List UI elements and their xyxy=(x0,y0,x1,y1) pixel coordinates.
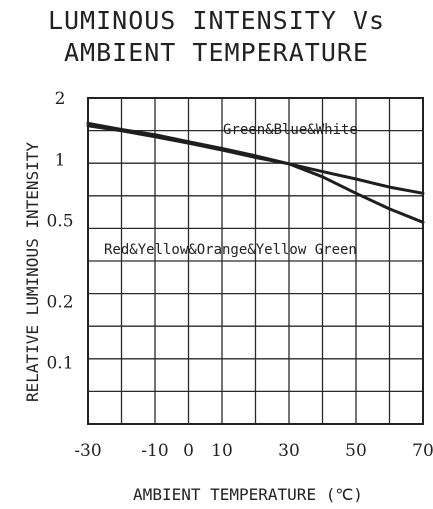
x-tick-label: -30 xyxy=(74,441,101,461)
x-tick-label: 50 xyxy=(345,441,367,461)
y-tick-label: 1 xyxy=(55,150,66,170)
series-layer xyxy=(86,121,425,224)
annotation-green-blue-white: Green&Blue&White xyxy=(223,122,358,138)
x-tick-label: 10 xyxy=(211,441,233,461)
y-tick-labels: 2 1 0.5 0.2 0.1 xyxy=(46,89,73,374)
series-line-1 xyxy=(86,121,425,195)
y-axis-label: RELATIVE LUMINOUS INTENSITY xyxy=(23,142,42,402)
annotation-red-yellow-orange: Red&Yellow&Orange&Yellow Green xyxy=(104,242,357,258)
grid xyxy=(88,98,423,424)
plot-frame xyxy=(87,97,424,425)
x-tick-labels: -30 -10 0 10 30 50 70 xyxy=(74,441,433,461)
x-axis-label: AMBIENT TEMPERATURE (℃) xyxy=(133,485,363,504)
y-tick-label: 0.1 xyxy=(46,354,73,374)
x-tick-label: 30 xyxy=(278,441,300,461)
x-tick-label: -10 xyxy=(141,441,168,461)
chart-title-line-1: LUMINOUS INTENSITY Vs xyxy=(47,6,386,35)
x-tick-label: 0 xyxy=(183,441,194,461)
chart-title-line-2: AMBIENT TEMPERATURE xyxy=(64,38,369,67)
series-line-2 xyxy=(86,124,425,224)
y-tick-label: 0.2 xyxy=(46,292,73,312)
y-tick-label: 2 xyxy=(55,89,66,109)
y-tick-label: 0.5 xyxy=(46,212,73,232)
x-tick-label: 70 xyxy=(412,441,433,461)
